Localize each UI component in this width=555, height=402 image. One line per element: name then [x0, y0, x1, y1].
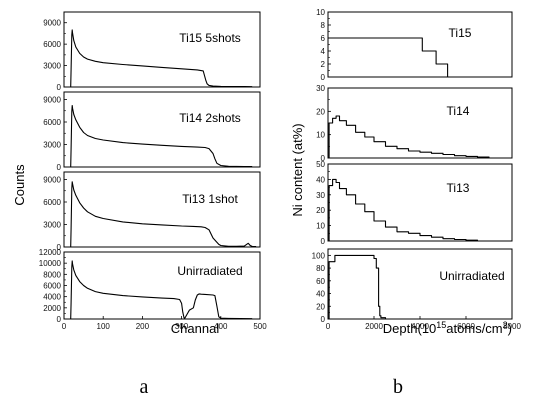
annotation-a1: Ti15 5shots [179, 31, 241, 45]
panel-label-a: a [140, 376, 149, 398]
annotation-b2: Ti14 [447, 104, 470, 118]
x-tick-label-b4-4: 8000 [503, 322, 521, 331]
y-tick-label-b1-0: 0 [321, 73, 326, 82]
data-line-b2 [328, 115, 512, 159]
data-line-b4 [328, 254, 512, 320]
panel-b4: 0 20 40 60 80 100 0 2000 4000 6000 8000 Unirradiate… [312, 248, 521, 331]
y-tick-label-a2-2: 6000 [43, 118, 61, 127]
annotation-b3: Ti13 [447, 181, 470, 195]
y-tick-label-b3-4: 40 [316, 175, 325, 184]
x-tick-label-b4-1: 2000 [365, 322, 383, 331]
y-tick-label-a4-5: 10000 [39, 259, 62, 268]
y-tick-label-b1-3: 6 [321, 34, 326, 43]
y-tick-label-a4-3: 6000 [43, 282, 61, 291]
x-tick-label-a4-4: 400 [214, 322, 228, 331]
data-line-b3 [328, 178, 512, 242]
y-tick-label-a3-2: 6000 [43, 198, 61, 207]
y-tick-label-a1-3: 9000 [43, 19, 61, 28]
depth-label-part-2: atoms/cm [446, 321, 502, 336]
plot-frame-a4 [63, 251, 261, 320]
depth-label-part-3: ) [508, 321, 512, 336]
y-tick-label-a4-6: 12000 [39, 248, 62, 257]
y-axis-title-ni-content: Ni content (at%) [290, 123, 305, 216]
y-tick-label-a4-4: 8000 [43, 270, 61, 279]
y-tick-label-a1-1: 3000 [43, 62, 61, 71]
panel-a2: 0 3000 6000 9000 Ti14 2shots [43, 91, 261, 172]
y-tick-label-a2-3: 9000 [43, 96, 61, 105]
y-tick-label-a1-2: 6000 [43, 40, 61, 49]
y-tick-label-a3-3: 9000 [43, 176, 61, 185]
x-tick-label-a4-0: 0 [62, 322, 67, 331]
x-tick-label-a4-5: 500 [253, 322, 267, 331]
y-tick-label-a4-0: 0 [57, 315, 62, 324]
y-tick-label-b3-3: 30 [316, 191, 325, 200]
annotation-a4: Unirradiated [177, 264, 242, 278]
y-tick-label-b2-0: 0 [321, 154, 326, 163]
x-tick-label-b4-0: 0 [326, 322, 331, 331]
plot-frame-a3 [63, 171, 261, 248]
y-tick-label-b1-5: 10 [316, 8, 325, 17]
y-tick-label-a2-1: 3000 [43, 141, 61, 150]
y-tick-label-b3-2: 20 [316, 206, 325, 215]
x-tick-label-a4-2: 200 [136, 322, 150, 331]
plot-frame-b2 [327, 87, 513, 159]
annotation-b4: Unirradiated [439, 269, 504, 283]
panel-b1: 0 2 4 6 8 10 Ti15 [316, 8, 513, 82]
plot-frame-a1 [63, 11, 261, 88]
y-tick-label-b4-0: 0 [321, 315, 326, 324]
y-tick-label-a4-1: 2000 [43, 304, 61, 313]
y-tick-label-b4-3: 60 [316, 277, 325, 286]
y-tick-label-a2-0: 0 [57, 163, 62, 172]
y-tick-label-a1-0: 0 [57, 83, 62, 92]
y-tick-label-b2-1: 10 [316, 131, 325, 140]
x-axis-title-depth: Depth(1015atoms/cm2) [383, 320, 512, 336]
y-tick-label-a3-1: 3000 [43, 221, 61, 230]
y-tick-label-b2-3: 30 [316, 84, 325, 93]
x-tick-label-a4-3: 300 [175, 322, 189, 331]
y-tick-label-a4-2: 4000 [43, 293, 61, 302]
y-tick-label-b3-5: 50 [316, 160, 325, 169]
depth-label-sup-2: 2 [503, 320, 508, 330]
x-axis-title-channal: Channal [171, 321, 220, 336]
annotation-b1: Ti15 [449, 26, 472, 40]
y-tick-label-b1-2: 4 [321, 47, 326, 56]
annotation-a2: Ti14 2shots [179, 111, 241, 125]
panel-b2: 0 10 20 30 Ti14 [316, 84, 513, 163]
x-tick-label-b4-3: 6000 [457, 322, 475, 331]
y-tick-label-a3-0: 0 [57, 243, 62, 252]
y-axis-title-counts: Counts [12, 164, 27, 206]
x-tick-label-b4-2: 4000 [411, 322, 429, 331]
panel-label-b: b [393, 376, 403, 398]
plot-frame-b1 [327, 11, 513, 78]
y-tick-label-b3-1: 10 [316, 222, 325, 231]
depth-label-part-1: Depth(10 [383, 321, 436, 336]
data-line-a2 [64, 104, 253, 168]
y-tick-label-b2-2: 20 [316, 107, 325, 116]
annotation-a3: Ti13 1shot [182, 192, 238, 206]
y-tick-label-b4-5: 100 [312, 251, 326, 260]
x-tick-label-a4-1: 100 [97, 322, 111, 331]
panel-b3: 0 10 20 30 40 50 Ti13 [316, 160, 513, 246]
y-tick-label-b3-0: 0 [321, 237, 326, 246]
plot-frame-b4 [327, 248, 513, 320]
panel-a1: 0 3000 6000 9000 Ti15 5shots [43, 11, 261, 92]
y-tick-label-b1-1: 2 [321, 60, 326, 69]
y-tick-label-b1-4: 8 [321, 21, 326, 30]
data-line-a1 [64, 29, 253, 88]
y-tick-label-b4-4: 80 [316, 264, 325, 273]
depth-label-sup-1: 15 [436, 320, 446, 330]
plot-frame-a2 [63, 91, 261, 168]
data-line-a3 [64, 181, 257, 248]
data-line-a4 [64, 260, 253, 320]
y-tick-label-b4-1: 20 [316, 302, 325, 311]
y-tick-label-b4-2: 40 [316, 290, 325, 299]
data-line-b1 [328, 37, 512, 78]
panel-a3: 0 3000 6000 9000 Ti13 1shot [43, 171, 261, 252]
